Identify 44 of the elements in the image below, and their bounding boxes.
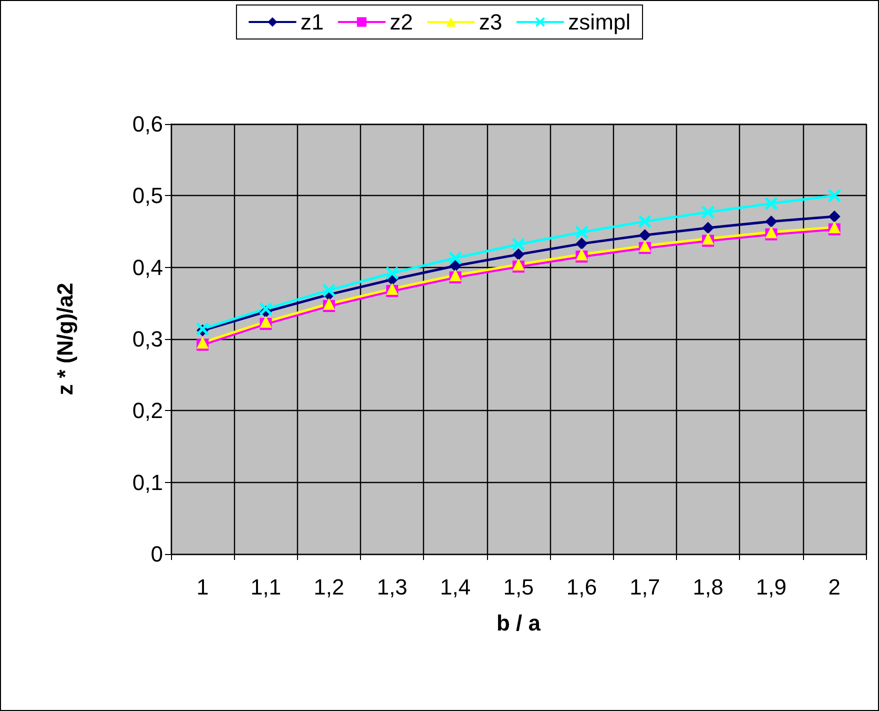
y-tick-label: 0,5 <box>132 183 163 208</box>
point <box>764 197 778 210</box>
point <box>702 222 714 234</box>
point <box>512 258 524 270</box>
x-tick-label: 2 <box>828 574 841 600</box>
x-tick-label: 1 <box>196 574 209 600</box>
point <box>828 210 840 222</box>
x-axis-title: b / a <box>496 610 542 636</box>
point <box>259 302 272 316</box>
point <box>448 252 462 265</box>
point <box>702 206 715 219</box>
y-tick-label: 0,1 <box>132 470 163 495</box>
y-tick-label: 0,6 <box>132 112 163 136</box>
x-tick-label: 1,2 <box>314 574 344 600</box>
x-tick-label: 1,7 <box>630 574 660 600</box>
y-tick-label: 0,4 <box>132 254 163 280</box>
point <box>512 238 525 251</box>
point <box>828 189 841 202</box>
point <box>575 226 588 239</box>
x-tick-label: 1,3 <box>376 574 408 600</box>
x-tick-label: 1,5 <box>503 574 534 600</box>
point <box>576 238 588 250</box>
x-tick-label: 1,4 <box>440 574 471 600</box>
legend-label: z1 <box>300 10 324 34</box>
point <box>638 214 652 228</box>
point <box>449 260 462 272</box>
legend-label: z2 <box>390 10 413 34</box>
legend-label: zsimpl <box>568 10 631 34</box>
point <box>765 215 778 228</box>
point <box>386 266 399 280</box>
y-tick-label: 0 <box>150 542 163 566</box>
y-tick-label: 0,2 <box>132 398 163 424</box>
point <box>512 248 524 260</box>
legend-label: z3 <box>478 10 502 34</box>
y-tick-label: 0,3 <box>132 326 163 352</box>
x-tick-label: 1,6 <box>566 574 597 600</box>
x-tick-label: 1,8 <box>692 574 724 600</box>
point <box>638 229 651 242</box>
x-tick-label: 1,1 <box>250 574 282 600</box>
x-tick-label: 1,9 <box>756 574 787 600</box>
y-axis-title: z * (N/g)/a2 <box>52 282 78 396</box>
point <box>322 284 336 297</box>
point <box>576 248 588 260</box>
point <box>322 298 335 310</box>
